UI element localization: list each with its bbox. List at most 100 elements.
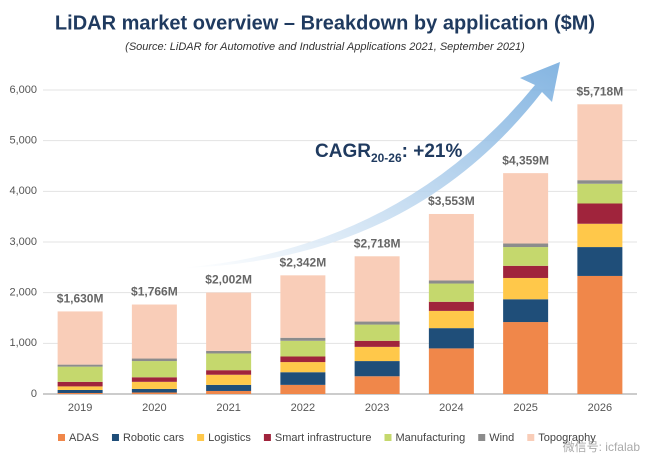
bar-segment [206, 390, 252, 394]
legend-label: Topography [538, 432, 596, 444]
bar-segment [280, 362, 326, 373]
bar-segment [131, 377, 177, 382]
legend-label: ADAS [69, 432, 99, 444]
bar-segment [428, 301, 474, 311]
x-tick-label: 2024 [439, 402, 463, 414]
watermark: 微信号: icfalab [563, 440, 641, 454]
bar-segment [280, 337, 326, 341]
bar-segment [131, 304, 177, 359]
bar-segment [503, 247, 549, 266]
bar-segment [57, 364, 103, 367]
bar-segment [354, 361, 400, 377]
x-tick-label: 2026 [588, 402, 612, 414]
x-tick-label: 2025 [513, 402, 537, 414]
y-tick-label: 5,000 [9, 135, 37, 147]
total-label: $4,359M [502, 153, 549, 167]
bar-segment [577, 183, 623, 204]
x-tick-label: 2019 [68, 402, 92, 414]
bar-segment [206, 350, 252, 354]
bar-segment [57, 366, 103, 382]
bar-segment [354, 324, 400, 341]
y-tick-label: 4,000 [9, 185, 37, 197]
bar-segment [280, 275, 326, 338]
bar-segment [503, 243, 549, 248]
bar-segment [577, 275, 623, 394]
bar-segment [57, 389, 103, 393]
total-label: $2,342M [280, 256, 327, 270]
y-tick-label: 3,000 [9, 236, 37, 248]
bar-segment [131, 392, 177, 394]
bar-segment [280, 384, 326, 394]
bar-segment [577, 247, 623, 276]
legend-swatch [384, 434, 392, 441]
bar-segment [206, 292, 252, 351]
bar-segment [354, 346, 400, 362]
chart-title: LiDAR market overview – Breakdown by app… [55, 12, 595, 34]
bar-segment [57, 311, 103, 365]
legend-swatch [58, 434, 65, 441]
legend-swatch [111, 434, 119, 441]
legend-swatch [478, 434, 486, 441]
bar-segment [57, 392, 103, 394]
bar-segment [206, 370, 252, 375]
bar-segment [354, 256, 400, 322]
bar-segment [428, 213, 474, 281]
total-label: $1,766M [131, 285, 178, 299]
bar-segment [577, 223, 623, 248]
y-tick-label: 1,000 [9, 337, 37, 349]
bar-segment [131, 388, 177, 393]
legend-label: Smart infrastructure [275, 432, 372, 444]
x-tick-label: 2022 [291, 402, 315, 414]
bar-segment [503, 299, 549, 323]
legend-label: Manufacturing [396, 432, 466, 444]
bar-segment [131, 381, 177, 389]
cagr-main: CAGR [315, 141, 371, 162]
total-label: $1,630M [57, 292, 104, 306]
bar-segment [206, 384, 252, 391]
bar-segment [57, 381, 103, 387]
total-label: $5,718M [577, 84, 624, 98]
bar-segment [503, 265, 549, 278]
bar-segment [577, 180, 623, 184]
legend-label: Robotic cars [123, 432, 185, 444]
bar-segment [354, 376, 400, 394]
bar-segment [354, 321, 400, 325]
bar-segment [206, 374, 252, 385]
x-tick-label: 2021 [216, 402, 240, 414]
bar-segment [131, 361, 177, 378]
bar-segment [131, 358, 177, 362]
y-tick-label: 0 [31, 388, 37, 400]
bar-segment [57, 386, 103, 390]
bar-segment [280, 372, 326, 385]
cagr-sub: 20-26 [371, 151, 402, 165]
y-tick-label: 2,000 [9, 287, 37, 299]
legend-swatch [197, 434, 205, 441]
bar-segment [503, 173, 549, 244]
cagr-tail: : +21% [402, 141, 463, 162]
bar-segment [577, 104, 623, 181]
bar-segment [428, 348, 474, 394]
bar-segment [428, 310, 474, 329]
cagr-annotation: CAGR20-26: +21% [315, 141, 462, 165]
total-label: $2,002M [205, 273, 252, 287]
legend-swatch [263, 434, 271, 441]
y-tick-label: 6,000 [9, 84, 37, 96]
bar-segment [503, 322, 549, 394]
total-label: $2,718M [354, 236, 401, 250]
x-tick-label: 2020 [142, 402, 166, 414]
legend-label: Logistics [208, 432, 251, 444]
legend-label: Wind [489, 432, 514, 444]
bar-segment [280, 356, 326, 363]
x-tick-label: 2023 [365, 402, 389, 414]
bar-segment [354, 340, 400, 347]
legend-swatch [527, 434, 535, 441]
bar-segment [206, 353, 252, 371]
bar-segment [428, 283, 474, 302]
chart-subtitle: (Source: LiDAR for Automotive and Indust… [125, 41, 525, 53]
bar-segment [280, 340, 326, 357]
bar-segment [428, 280, 474, 284]
bar-segment [503, 277, 549, 300]
growth-arrow [180, 62, 560, 268]
total-label: $3,553M [428, 194, 475, 208]
